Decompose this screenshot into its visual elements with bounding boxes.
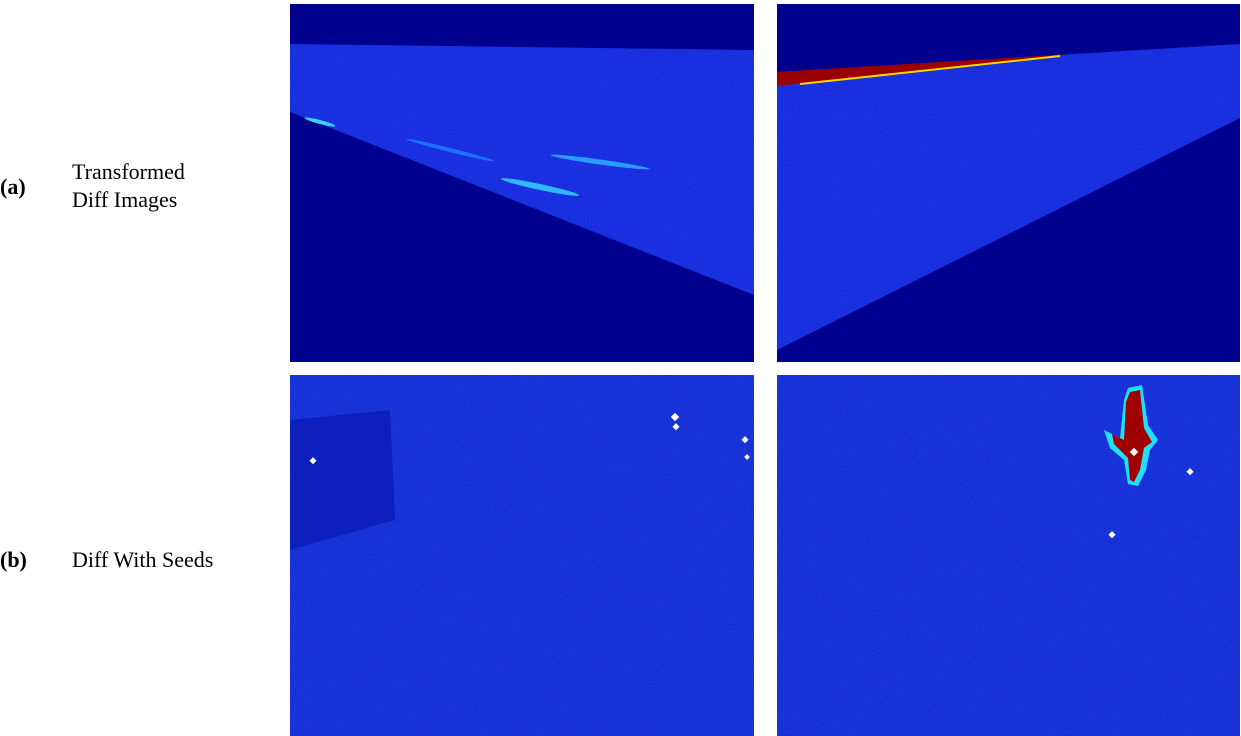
transformed-diff-right xyxy=(777,4,1240,362)
image-grid xyxy=(0,0,1241,736)
diff-seeds-right xyxy=(777,375,1240,736)
figure: (a) Transformed Diff Images (b) Diff Wit… xyxy=(0,0,1241,736)
transformed-diff-left xyxy=(290,4,754,362)
diff-seeds-left xyxy=(290,375,754,736)
